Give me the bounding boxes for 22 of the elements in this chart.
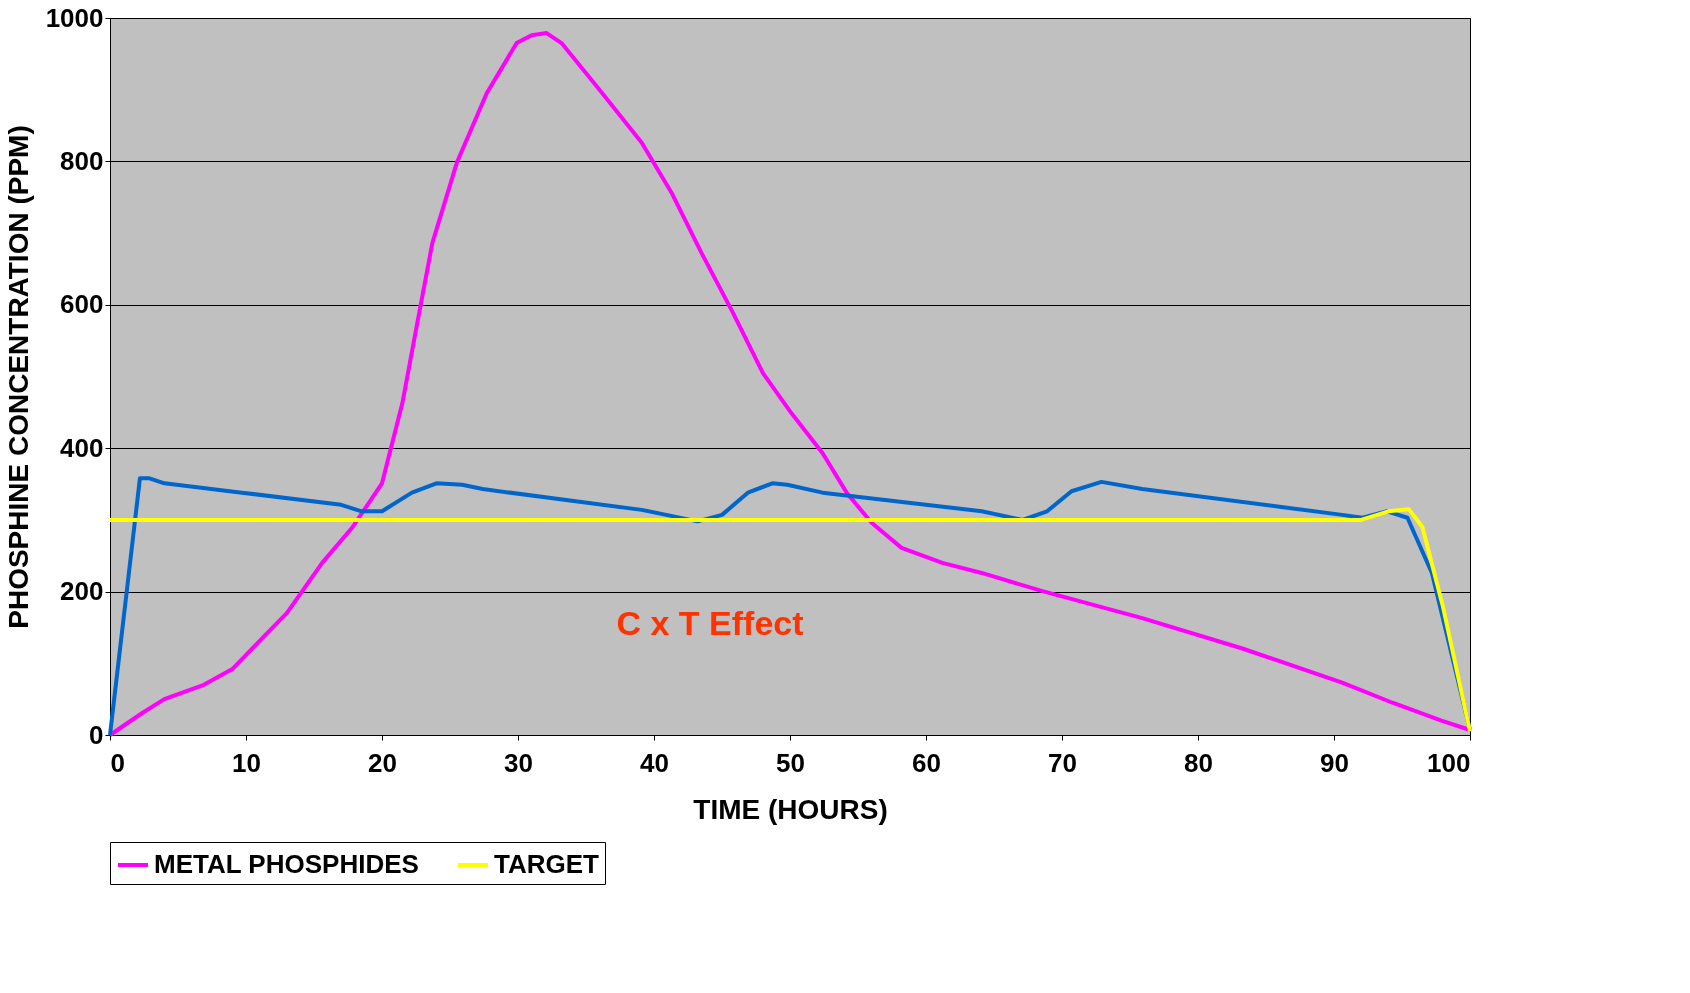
x-tick-label: 50 — [776, 747, 805, 778]
x-tick-label: 60 — [912, 747, 941, 778]
y-tick-label: 0 — [89, 719, 104, 750]
x-tick-label: 10 — [232, 747, 261, 778]
x-tick-label: 80 — [1184, 747, 1213, 778]
x-axis-title: TIME (HOURS) — [693, 793, 888, 825]
x-tick-label: 0 — [110, 747, 125, 778]
x-tick-label: 100 — [1427, 747, 1471, 778]
x-tick-label: 70 — [1048, 747, 1077, 778]
y-tick-label: 800 — [60, 145, 104, 176]
x-tick-label: 20 — [368, 747, 397, 778]
annotation: C x T Effect — [616, 604, 804, 642]
legend-label: METAL PHOSPHIDES — [154, 849, 419, 879]
y-tick-label: 200 — [60, 576, 104, 607]
x-tick-label: 40 — [640, 747, 669, 778]
y-axis-title: PHOSPHINE CONCENTRATION (PPM) — [2, 125, 34, 629]
legend-label: TARGET — [494, 849, 600, 879]
x-tick-label: 30 — [504, 747, 533, 778]
y-tick-label: 1000 — [45, 2, 104, 33]
y-tick-label: 400 — [60, 432, 104, 463]
x-tick-label: 90 — [1320, 747, 1349, 778]
y-tick-label: 600 — [60, 289, 104, 320]
